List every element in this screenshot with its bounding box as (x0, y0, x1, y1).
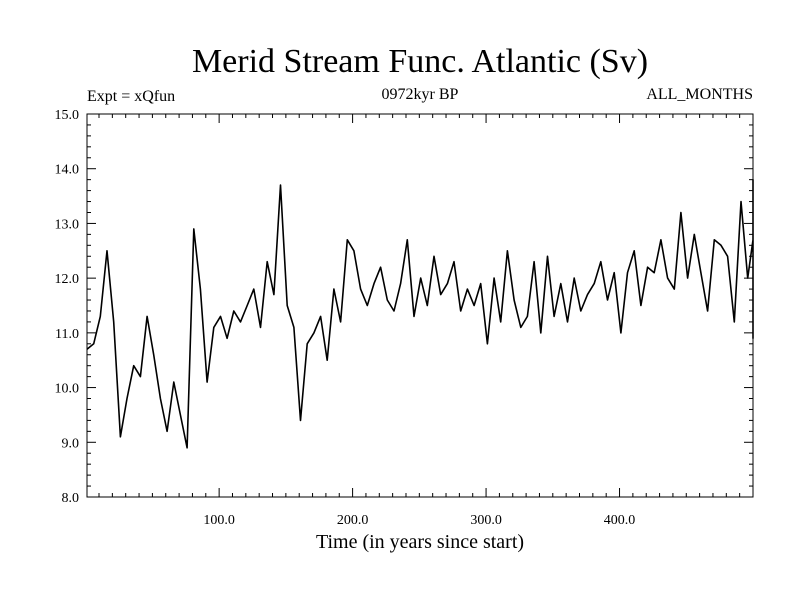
period-label: 0972kyr BP (382, 86, 459, 103)
y-tick-labels: 8.0 9.0 10.0 11.0 12.0 13.0 14.0 15.0 (55, 108, 80, 506)
chart-title: Merid Stream Func. Atlantic (Sv) (192, 43, 648, 80)
y-tick-label: 13.0 (55, 217, 80, 232)
y-tick-label: 8.0 (62, 491, 80, 506)
series-line (86, 178, 754, 449)
y-tick-label: 10.0 (55, 382, 80, 397)
y-tick-label: 11.0 (55, 327, 79, 342)
months-label: ALL_MONTHS (646, 86, 753, 103)
y-tick-label: 9.0 (62, 436, 80, 451)
y-tick-label: 12.0 (55, 272, 80, 287)
x-tick-label: 300.0 (470, 513, 502, 528)
y-tick-label: 15.0 (55, 108, 80, 123)
x-tick-label: 200.0 (337, 513, 369, 528)
x-axis-label: Time (in years since start) (316, 531, 524, 553)
plot-frame (86, 113, 754, 498)
experiment-label: Expt = xQfun (87, 88, 175, 105)
x-tick-label: 400.0 (604, 513, 636, 528)
x-tick-labels: 100.0 200.0 300.0 400.0 (203, 513, 635, 528)
y-tick-label: 14.0 (55, 163, 80, 178)
x-tick-label: 100.0 (203, 513, 235, 528)
